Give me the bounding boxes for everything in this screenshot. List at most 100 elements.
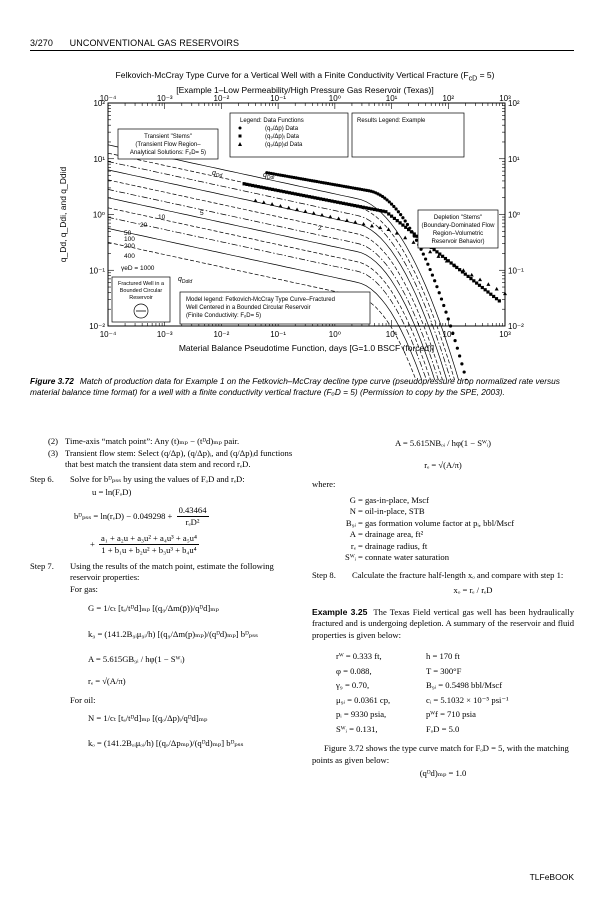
- qDdi-data-point: [410, 230, 413, 233]
- y-tick-label-right: 10⁻¹: [508, 266, 524, 275]
- qDd-data-point: [426, 263, 429, 266]
- header-rule: [30, 50, 574, 51]
- step-8: Step 8. Calculate the fracture half-leng…: [312, 570, 574, 582]
- qDdid-data-point: [253, 199, 257, 203]
- qDdi-data-point: [305, 195, 308, 198]
- figure-caption: Figure 3.72 Match of production data for …: [30, 376, 575, 398]
- qDdi-data-point: [396, 219, 399, 222]
- qDdi-data-point: [390, 215, 393, 218]
- x-tick-label-top: 10⁻³: [157, 95, 173, 103]
- qDdi-data-point: [274, 188, 277, 191]
- step-7: Step 7. Using the results of the match p…: [30, 561, 305, 584]
- property-value: B₉ᵢ = 0.5498 bbl/Mscf: [426, 680, 502, 692]
- y-axis-label: q_Dd, q_Ddi, and q_Ddid: [58, 167, 68, 263]
- label-qDd-sub: Dd: [216, 173, 223, 179]
- qDdi-data-point: [373, 208, 376, 211]
- eq-poly-plus: +: [90, 538, 95, 548]
- y-tick-label: 10⁻¹: [89, 266, 105, 275]
- qDdid-data-point: [387, 227, 391, 231]
- stem-label: 20: [140, 222, 148, 229]
- property-value: rᵂ = 0.333 ft,: [336, 651, 426, 663]
- x-tick-label: 10³: [499, 330, 511, 339]
- results-legend: Results Legend: Example: [357, 118, 426, 124]
- qDdi-data-point: [347, 203, 350, 206]
- qDd-data-point: [424, 257, 427, 260]
- qDdi-data-point: [339, 201, 342, 204]
- qDdi-data-point: [376, 208, 379, 211]
- figure-title-line1: Felkovich-McCray Type Curve for a Vertic…: [116, 70, 469, 80]
- qDdid-data-point: [295, 208, 299, 212]
- label-qDdid-sub: Ddid: [182, 279, 193, 285]
- qDdid-data-point: [353, 220, 357, 224]
- qDd-data-point: [404, 219, 407, 222]
- caption-text: Match of production data for Example 1 o…: [30, 376, 560, 397]
- eq-re-gas: rₑ = √(A/π): [30, 676, 305, 688]
- qDdi-data-point: [294, 192, 297, 195]
- qDdid-data-point: [337, 217, 341, 221]
- qDdi-data-point: [271, 188, 274, 191]
- qDd-data-point: [460, 362, 463, 365]
- qDdi-data-point: [379, 209, 382, 212]
- definition-row: Sᵂᵢ = connate water saturation: [312, 552, 574, 564]
- definition-text: = gas formation volume factor at pᵢ, bbl…: [358, 518, 514, 530]
- qDdi-data-point: [319, 197, 322, 200]
- eq-b-lhs: bᴰₚₛₛ = ln(rₑD) − 0.049298 +: [74, 510, 172, 520]
- qDd-data-point: [453, 339, 456, 342]
- eq-b-frac: 0.43464 rₑD²: [177, 505, 209, 529]
- y-tick-label: 10¹: [93, 155, 105, 164]
- qDd-data-point: [415, 239, 418, 242]
- legend-item-label: (q₉/Δp)ᵢ Data: [265, 134, 300, 140]
- property-value: FₒD = 5.0: [426, 724, 459, 736]
- depletion-note-line: (Boundary-Dominated Flow: [421, 223, 495, 229]
- property-value: φ = 0.088,: [336, 666, 426, 678]
- properties-table: rᵂ = 0.333 ft, h = 170 ft φ = 0.088, T = 30…: [312, 651, 574, 735]
- property-value: γ₉ = 0.70,: [336, 680, 426, 692]
- qDdi-data-point: [353, 204, 356, 207]
- qDdi-data-point: [356, 205, 359, 208]
- transient-note-line: (Transient Flow Region–: [135, 142, 201, 148]
- qDdid-data-point: [461, 268, 465, 272]
- property-value: cᵢ = 5.1032 × 10⁻⁵ psi⁻¹: [426, 695, 509, 707]
- qDdi-data-point: [308, 195, 311, 198]
- qDdid-data-point: [362, 222, 366, 226]
- definition-text: = oil-in-place, STB: [358, 506, 425, 518]
- eq-A-oil: A = 5.615NBₒᵢ / hφ(1 − Sᵂᵢ): [312, 438, 574, 450]
- qDd-data-point: [440, 297, 443, 300]
- running-title: UNCONVENTIONAL GAS RESERVOIRS: [70, 38, 239, 48]
- qDd-data-point: [399, 213, 402, 216]
- qDd-data-point: [431, 273, 434, 276]
- qDdi-data-point: [260, 186, 263, 189]
- qDdid-data-point: [370, 224, 374, 228]
- qDdi-data-point: [413, 232, 416, 235]
- property-row: φ = 0.088, T = 300°F: [336, 666, 574, 678]
- step-8-label: Step 8.: [312, 570, 352, 582]
- stem-label: 50: [124, 230, 132, 237]
- qDdi-data-point: [364, 206, 367, 209]
- model-legend-line: Model legend: Fetkovich-McCray Type Curv…: [186, 297, 335, 303]
- item-2: (2) Time-axis “match point”: Any (t)ₘₚ −…: [30, 436, 305, 448]
- property-value: pᵂf = 710 psia: [426, 709, 476, 721]
- qDdi-data-point: [481, 286, 484, 289]
- item-3: (3) Transient flow stem: Select (q/Δp), …: [30, 448, 305, 471]
- qDdi-data-point: [257, 185, 260, 188]
- fractured-well-line: Reservoir: [129, 295, 153, 301]
- qDd-data-point: [438, 291, 441, 294]
- eq-poly-frac: a₁ + a₂u + a₃u² + a₄u³ + a₅u⁴ 1 + b₁u + b…: [99, 533, 199, 557]
- depletion-note-line: Region–Volumetric: [433, 231, 483, 237]
- qDdi-data-point: [336, 201, 339, 204]
- qDdid-data-point: [395, 231, 399, 235]
- transient-note-line: Analytical Solutions: FₒD= 5): [130, 150, 206, 156]
- x-tick-label: 10⁻¹: [270, 330, 286, 339]
- qDdi-data-point: [464, 273, 467, 276]
- definition-row: N = oil-in-place, STB: [312, 506, 574, 518]
- property-value: pᵢ = 9330 psia,: [336, 709, 426, 721]
- eq-A-gas: A = 5.615GB₉ᵢ / hφ(1 − Sᵂᵢ): [30, 654, 305, 666]
- qDdi-data-point: [475, 281, 478, 284]
- qDdi-data-point: [330, 200, 333, 203]
- x-tick-label-top: 10⁻¹: [270, 95, 286, 103]
- y-tick-label-right: 10¹: [508, 155, 520, 164]
- y-tick-label-right: 10⁻²: [508, 322, 524, 331]
- eq-poly-num: a₁ + a₂u + a₃u² + a₄u³ + a₅u⁴: [99, 533, 199, 546]
- y-tick-label: 10⁰: [93, 211, 105, 220]
- qDdi-data-point: [262, 186, 265, 189]
